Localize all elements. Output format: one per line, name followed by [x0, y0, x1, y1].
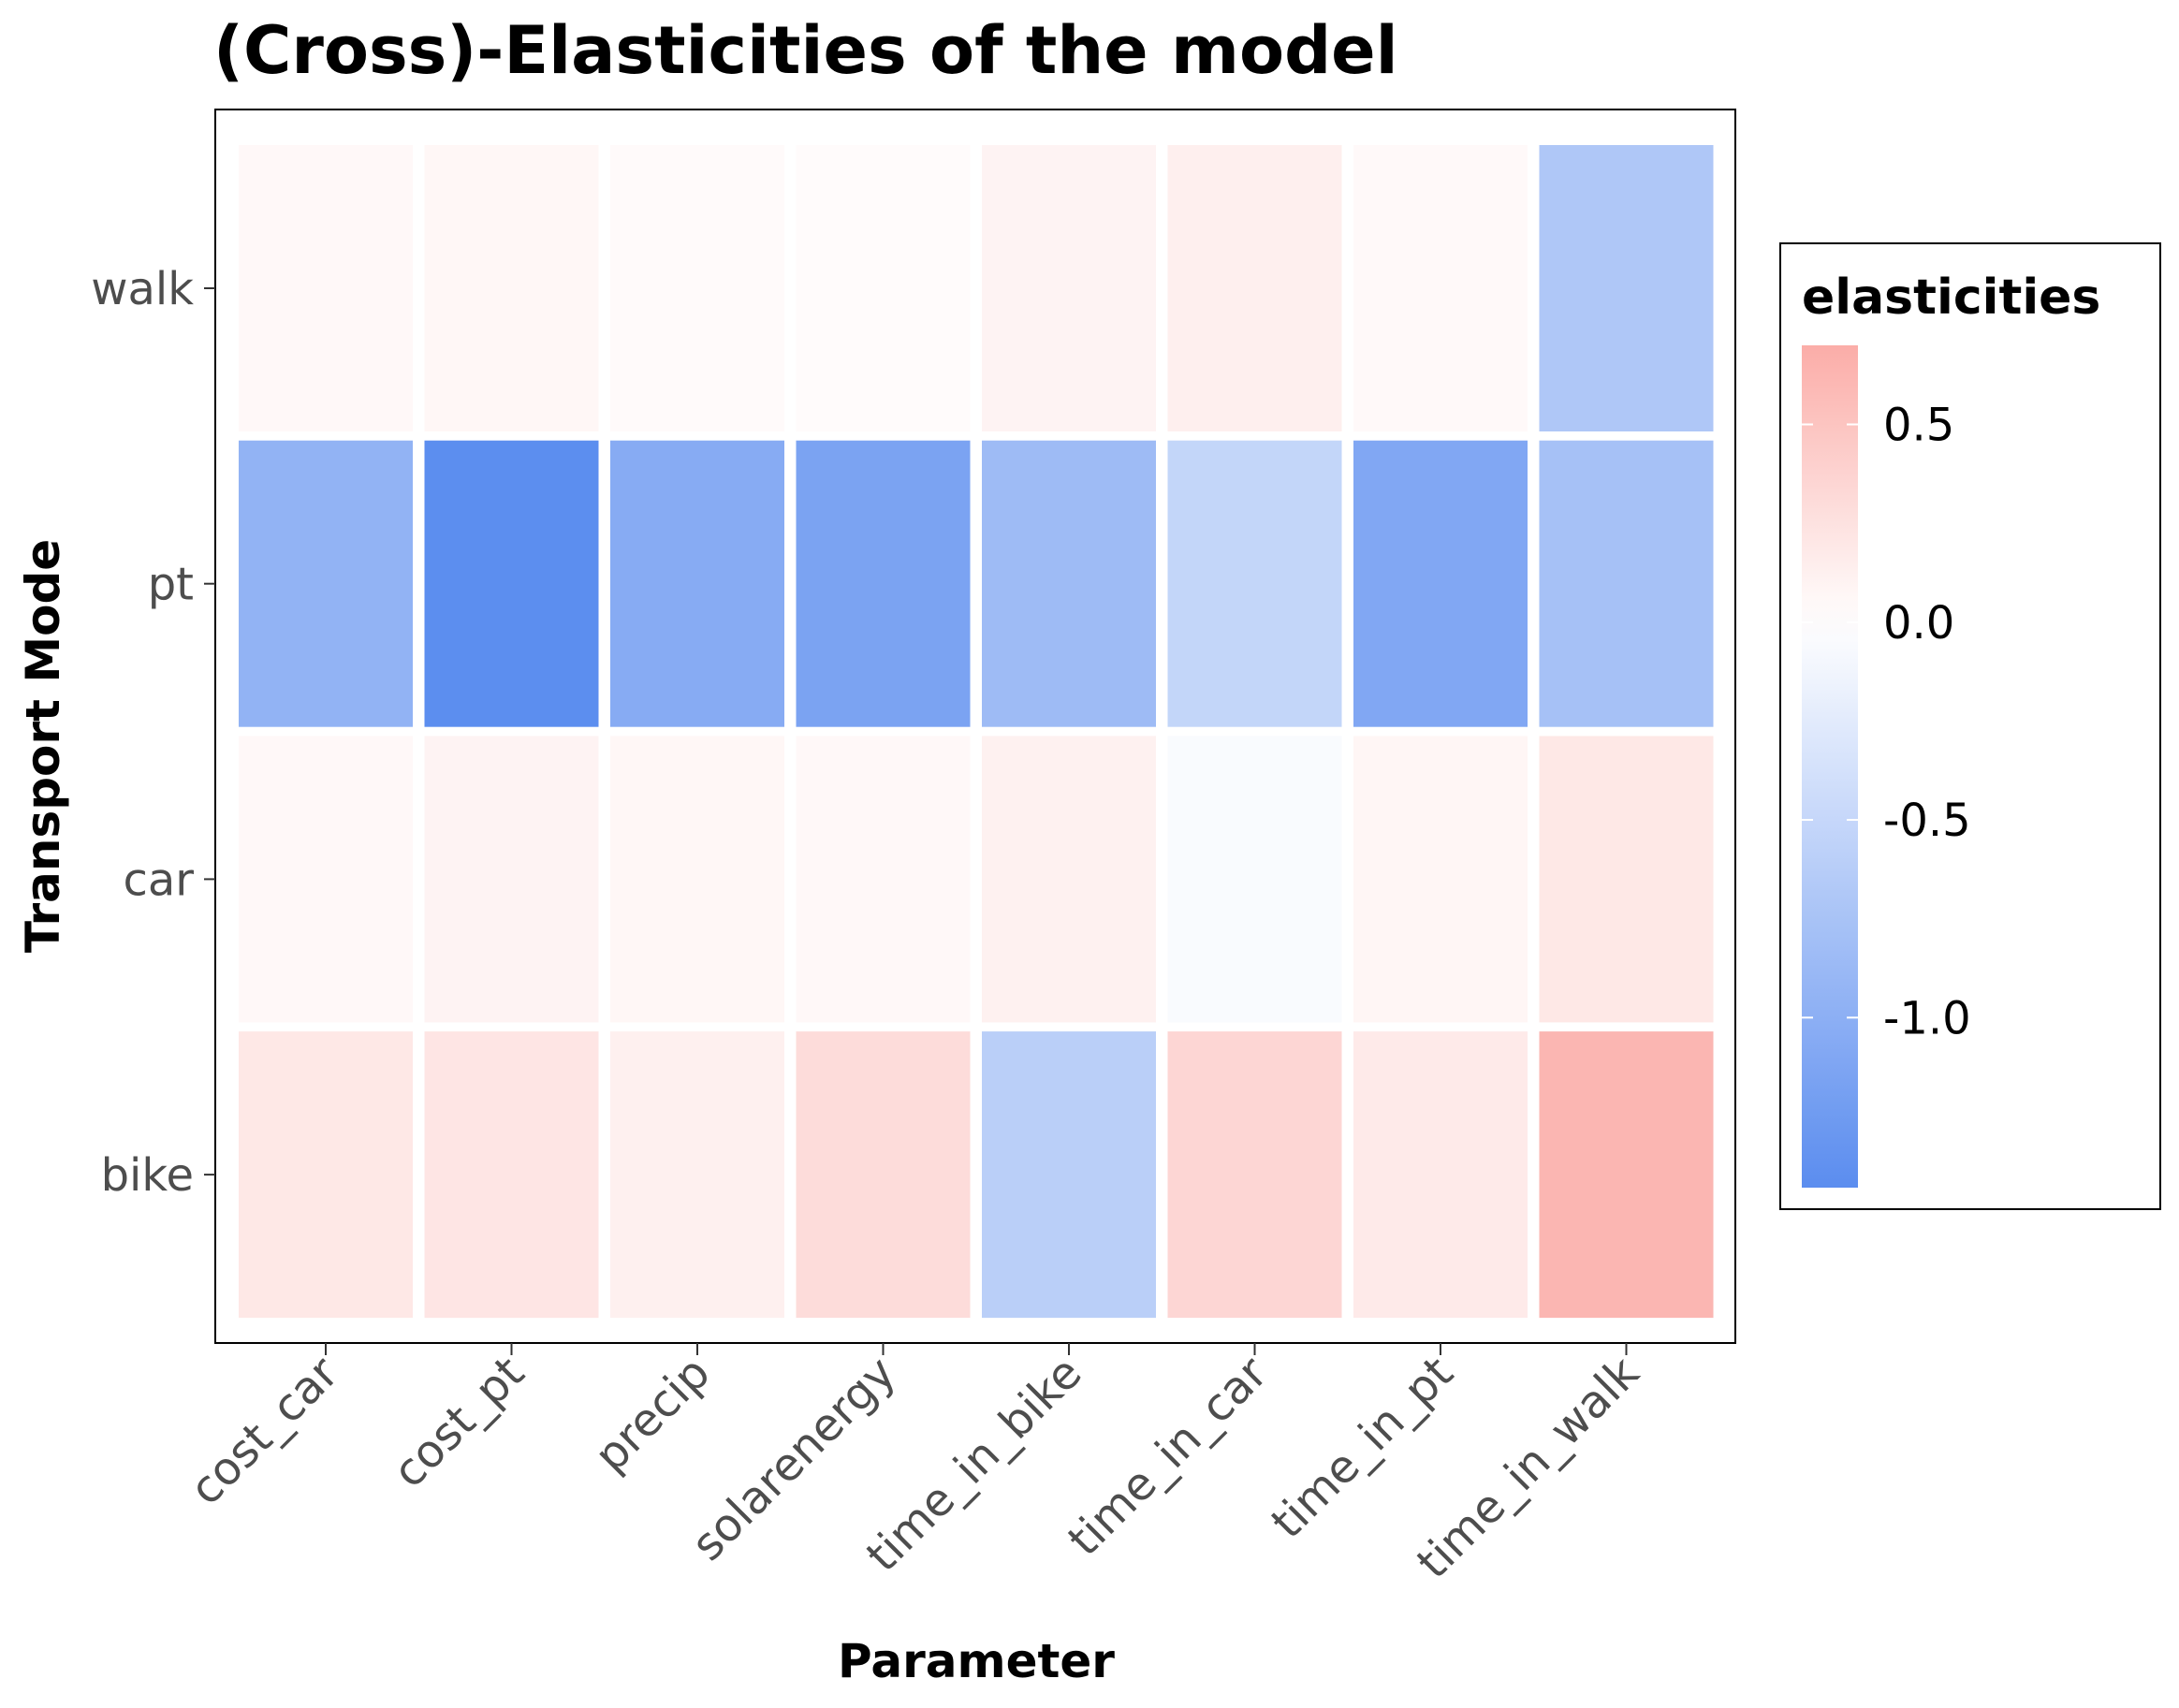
chart-title: (Cross)-Elasticities of the model [213, 12, 1398, 89]
heatmap-cell-pt-solarenergy [796, 440, 971, 727]
heatmap-cell-bike-solarenergy [796, 1031, 971, 1319]
heatmap-cell-pt-time_in_walk [1539, 440, 1714, 727]
heatmap-cell-pt-cost_pt [424, 440, 599, 727]
x-tick-label-time_in_car: time_in_car [1058, 1347, 1278, 1567]
heatmap-cell-bike-cost_pt [424, 1031, 599, 1319]
y-tick-label-walk: walk [91, 263, 194, 315]
heatmap-cell-car-solarenergy [796, 736, 971, 1023]
heatmap-cell-pt-precip [610, 440, 784, 727]
x-tick-label-cost_pt: cost_pt [383, 1347, 534, 1498]
y-tick-label-car: car [123, 854, 194, 906]
legend-colorbar [1802, 345, 1858, 1188]
heatmap-cell-car-cost_car [239, 736, 413, 1023]
heatmap-cell-pt-cost_car [239, 440, 413, 727]
heatmap-cell-bike-time_in_bike [982, 1031, 1156, 1319]
heatmap-cell-walk-cost_pt [424, 145, 599, 431]
x-tick-label-cost_car: cost_car [180, 1347, 349, 1516]
heatmap-cell-pt-time_in_bike [982, 440, 1156, 727]
heatmap-cell-car-precip [610, 736, 784, 1023]
heatmap-cell-walk-solarenergy [796, 145, 971, 431]
heatmap-cell-bike-time_in_pt [1353, 1031, 1528, 1319]
heatmap-cell-walk-precip [610, 145, 784, 431]
x-tick-label-time_in_pt: time_in_pt [1261, 1347, 1463, 1549]
heatmap-cell-walk-time_in_car [1167, 145, 1342, 431]
heatmap-cell-pt-time_in_pt [1353, 440, 1528, 727]
y-tick-label-pt: pt [148, 559, 194, 611]
y-axis-title: Transport Mode [16, 539, 70, 953]
heatmap-cell-car-time_in_bike [982, 736, 1156, 1023]
heatmap-cell-bike-time_in_car [1167, 1031, 1342, 1319]
legend-tick-label-1: 0.0 [1883, 597, 1954, 650]
heatmap-cell-walk-time_in_pt [1353, 145, 1528, 431]
legend-tick-label-2: -0.5 [1883, 795, 1971, 847]
x-tick-label-precip: precip [585, 1347, 721, 1482]
heatmap-cell-car-time_in_walk [1539, 736, 1714, 1023]
heatmap-cell-car-time_in_car [1167, 736, 1342, 1023]
legend: elasticities 0.5 0.0 -0.5 -1.0 [1779, 242, 2161, 1210]
x-axis-title: Parameter [838, 1634, 1115, 1688]
heatmap-cell-car-time_in_pt [1353, 736, 1528, 1023]
heatmap-cell-walk-cost_car [239, 145, 413, 431]
legend-title: elasticities [1802, 270, 2100, 326]
heatmap-cell-bike-precip [610, 1031, 784, 1319]
legend-tick-label-0: 0.5 [1883, 400, 1954, 452]
heatmap-cell-bike-cost_car [239, 1031, 413, 1319]
y-tick-label-bike: bike [101, 1149, 194, 1202]
heatmap-cell-car-cost_pt [424, 736, 599, 1023]
heatmap-cell-pt-time_in_car [1167, 440, 1342, 727]
heatmap-cell-bike-time_in_walk [1539, 1031, 1714, 1319]
heatmap-cell-walk-time_in_bike [982, 145, 1156, 431]
legend-tick-label-3: -1.0 [1883, 992, 1971, 1044]
heatmap-cell-walk-time_in_walk [1539, 145, 1714, 431]
